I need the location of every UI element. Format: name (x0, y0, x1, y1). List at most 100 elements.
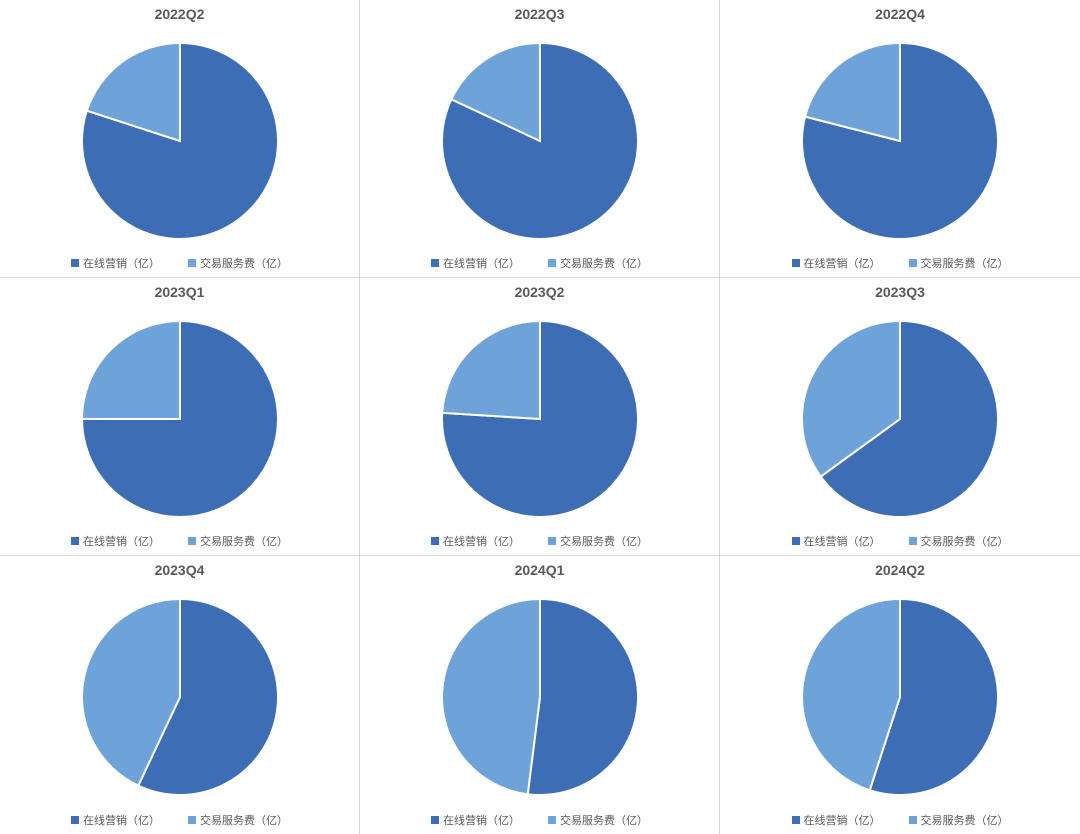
legend-label-b: 交易服务费（亿） (560, 255, 648, 271)
pie-chart (798, 595, 1002, 799)
legend-label-b: 交易服务费（亿） (200, 812, 288, 828)
legend: 在线营销（亿） 交易服务费（亿） (71, 255, 288, 273)
pie-chart (438, 595, 642, 799)
legend-swatch-a (431, 259, 439, 267)
chart-cell: 2023Q1 在线营销（亿） 交易服务费（亿） (0, 278, 360, 556)
legend-item-b: 交易服务费（亿） (909, 533, 1009, 549)
legend-label-a: 在线营销（亿） (804, 812, 881, 828)
chart-cell: 2022Q2 在线营销（亿） 交易服务费（亿） (0, 0, 360, 278)
legend-swatch-b (548, 816, 556, 824)
legend-item-a: 在线营销（亿） (792, 533, 881, 549)
legend-item-b: 交易服务费（亿） (548, 812, 648, 828)
legend-label-a: 在线营销（亿） (443, 255, 520, 271)
chart-cell: 2023Q4 在线营销（亿） 交易服务费（亿） (0, 556, 360, 834)
chart-cell: 2024Q1 在线营销（亿） 交易服务费（亿） (360, 556, 720, 834)
chart-title: 2022Q3 (515, 6, 565, 22)
legend-label-b: 交易服务费（亿） (560, 533, 648, 549)
pie-chart (78, 39, 282, 243)
chart-title: 2023Q3 (875, 284, 925, 300)
legend-swatch-b (909, 816, 917, 824)
chart-grid: 2022Q2 在线营销（亿） 交易服务费（亿） 2022Q3 在线营销（亿） 交易服务费（… (0, 0, 1080, 834)
legend-item-b: 交易服务费（亿） (188, 255, 288, 271)
chart-cell: 2022Q3 在线营销（亿） 交易服务费（亿） (360, 0, 720, 278)
legend-label-b: 交易服务费（亿） (921, 533, 1009, 549)
legend-label-a: 在线营销（亿） (83, 812, 160, 828)
legend-item-b: 交易服务费（亿） (188, 533, 288, 549)
legend-item-a: 在线营销（亿） (431, 812, 520, 828)
pie-wrap (724, 304, 1076, 533)
legend-item-b: 交易服务费（亿） (548, 533, 648, 549)
pie-chart (438, 317, 642, 521)
legend-label-b: 交易服务费（亿） (921, 255, 1009, 271)
legend-label-b: 交易服务费（亿） (200, 255, 288, 271)
pie-wrap (4, 582, 355, 812)
legend-item-a: 在线营销（亿） (71, 255, 160, 271)
legend-swatch-a (431, 816, 439, 824)
chart-title: 2024Q2 (875, 562, 925, 578)
pie-chart (78, 595, 282, 799)
legend-item-b: 交易服务费（亿） (909, 255, 1009, 271)
pie-wrap (364, 582, 715, 812)
pie-wrap (364, 26, 715, 255)
chart-cell: 2024Q2 在线营销（亿） 交易服务费（亿） (720, 556, 1080, 834)
legend-label-a: 在线营销（亿） (804, 533, 881, 549)
legend-label-a: 在线营销（亿） (804, 255, 881, 271)
pie-chart (78, 317, 282, 521)
legend-item-a: 在线营销（亿） (431, 255, 520, 271)
legend: 在线营销（亿） 交易服务费（亿） (431, 255, 648, 273)
chart-cell: 2023Q3 在线营销（亿） 交易服务费（亿） (720, 278, 1080, 556)
pie-slice-a (527, 599, 637, 795)
pie-wrap (364, 304, 715, 533)
legend-label-a: 在线营销（亿） (83, 255, 160, 271)
legend: 在线营销（亿） 交易服务费（亿） (71, 812, 288, 830)
legend-label-a: 在线营销（亿） (443, 533, 520, 549)
pie-slice-b (442, 321, 540, 419)
legend-item-a: 在线营销（亿） (71, 533, 160, 549)
legend: 在线营销（亿） 交易服务费（亿） (71, 533, 288, 551)
legend-swatch-a (71, 816, 79, 824)
legend-label-b: 交易服务费（亿） (200, 533, 288, 549)
legend-swatch-a (71, 259, 79, 267)
legend-item-a: 在线营销（亿） (71, 812, 160, 828)
chart-cell: 2023Q2 在线营销（亿） 交易服务费（亿） (360, 278, 720, 556)
pie-slice-b (82, 321, 180, 419)
legend-item-b: 交易服务费（亿） (548, 255, 648, 271)
legend: 在线营销（亿） 交易服务费（亿） (792, 255, 1009, 273)
chart-title: 2022Q4 (875, 6, 925, 22)
legend-swatch-b (548, 259, 556, 267)
chart-title: 2022Q2 (155, 6, 205, 22)
legend-swatch-b (188, 816, 196, 824)
legend-swatch-b (188, 537, 196, 545)
chart-title: 2023Q2 (515, 284, 565, 300)
chart-title: 2024Q1 (515, 562, 565, 578)
pie-wrap (4, 304, 355, 533)
legend: 在线营销（亿） 交易服务费（亿） (431, 812, 648, 830)
legend-item-a: 在线营销（亿） (792, 812, 881, 828)
legend-swatch-a (792, 259, 800, 267)
pie-chart (798, 39, 1002, 243)
pie-chart (438, 39, 642, 243)
legend-label-a: 在线营销（亿） (83, 533, 160, 549)
legend-label-b: 交易服务费（亿） (560, 812, 648, 828)
legend-item-a: 在线营销（亿） (431, 533, 520, 549)
legend-swatch-a (71, 537, 79, 545)
legend-swatch-b (909, 259, 917, 267)
legend: 在线营销（亿） 交易服务费（亿） (431, 533, 648, 551)
legend-item-a: 在线营销（亿） (792, 255, 881, 271)
chart-cell: 2022Q4 在线营销（亿） 交易服务费（亿） (720, 0, 1080, 278)
legend-swatch-a (431, 537, 439, 545)
legend-swatch-a (792, 537, 800, 545)
legend-label-b: 交易服务费（亿） (921, 812, 1009, 828)
legend: 在线营销（亿） 交易服务费（亿） (792, 533, 1009, 551)
legend-swatch-a (792, 816, 800, 824)
legend-label-a: 在线营销（亿） (443, 812, 520, 828)
legend-item-b: 交易服务费（亿） (909, 812, 1009, 828)
chart-title: 2023Q1 (155, 284, 205, 300)
pie-wrap (4, 26, 355, 255)
pie-wrap (724, 582, 1076, 812)
legend-swatch-b (909, 537, 917, 545)
pie-slice-b (442, 599, 540, 794)
legend: 在线营销（亿） 交易服务费（亿） (792, 812, 1009, 830)
chart-title: 2023Q4 (155, 562, 205, 578)
legend-swatch-b (548, 537, 556, 545)
